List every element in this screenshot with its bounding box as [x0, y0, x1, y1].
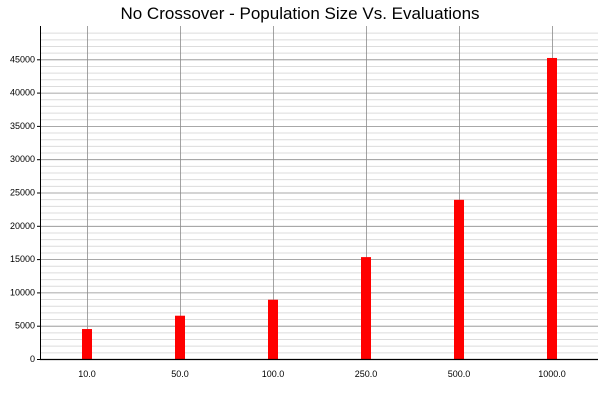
bar-250.0 — [361, 257, 371, 359]
x-tick-label: 250.0 — [355, 369, 378, 379]
y-tick-label: 30000 — [10, 154, 35, 164]
chart-title: No Crossover - Population Size Vs. Evalu… — [120, 4, 480, 23]
x-tick-label: 100.0 — [262, 369, 285, 379]
x-tick-label: 1000.0 — [538, 369, 566, 379]
y-tick-label: 45000 — [10, 54, 35, 64]
x-tick-label: 50.0 — [171, 369, 189, 379]
x-tick-label: 10.0 — [78, 369, 96, 379]
bar-50.0 — [175, 315, 185, 359]
y-tick-label: 0 — [30, 354, 35, 364]
y-tick-label: 35000 — [10, 121, 35, 131]
y-tick-label: 5000 — [15, 321, 35, 331]
bar-1000.0 — [547, 57, 557, 360]
y-tick-label: 25000 — [10, 188, 35, 198]
x-tick-label: 500.0 — [448, 369, 471, 379]
y-tick-label: 10000 — [10, 287, 35, 297]
bar-500.0 — [454, 199, 464, 359]
bar-100.0 — [268, 299, 278, 359]
y-tick-label: 40000 — [10, 88, 35, 98]
y-tick-label: 15000 — [10, 254, 35, 264]
y-tick-label: 20000 — [10, 221, 35, 231]
bar-10.0 — [82, 329, 92, 359]
